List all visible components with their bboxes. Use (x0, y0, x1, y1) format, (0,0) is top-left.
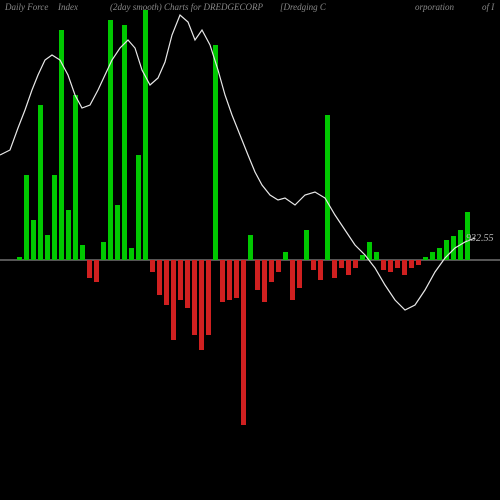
title-segment: [Dredging C (280, 2, 326, 12)
title-segment: (2day smooth) Charts for DREDGECORP (110, 2, 263, 12)
force-index-chart: Daily Force Index (2day smooth) Charts for… (0, 0, 500, 500)
chart-canvas (0, 0, 500, 500)
last-price-label: 932.55 (466, 233, 494, 244)
title-segment: of I (482, 2, 494, 12)
title-segment: orporation (415, 2, 454, 12)
title-segment: Index (58, 2, 78, 12)
title-segment: Daily Force (5, 2, 48, 12)
